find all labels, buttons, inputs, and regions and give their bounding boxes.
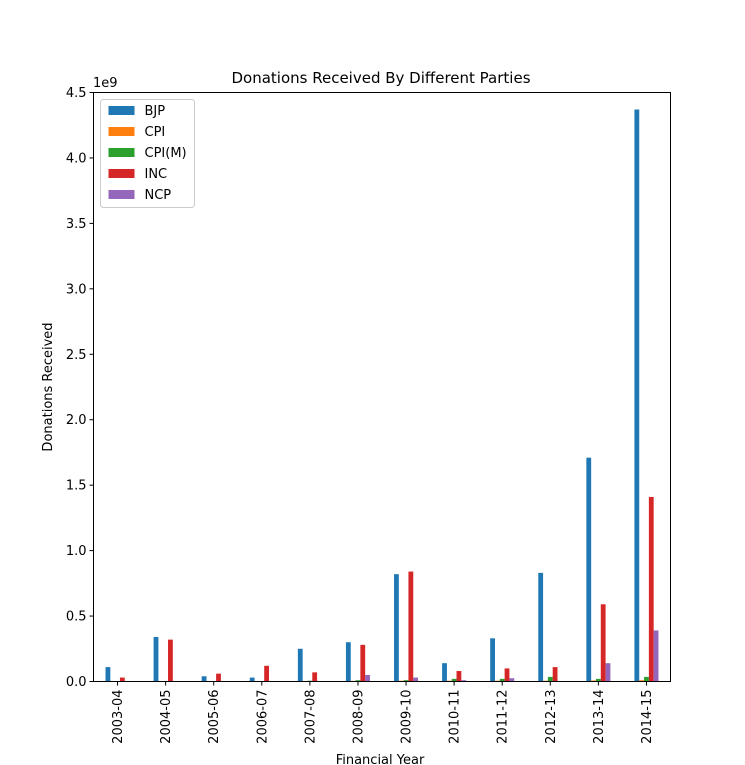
chart-title: Donations Received By Different Parties xyxy=(231,69,530,87)
bar-bjp-2014-15 xyxy=(634,109,640,682)
bar-ncp-2008-09 xyxy=(365,674,370,682)
bar-ncp-2013-14 xyxy=(605,663,611,682)
bar-inc-2005-06 xyxy=(216,673,221,682)
bar-bjp-2007-08 xyxy=(297,648,303,682)
bar-inc-2004-05 xyxy=(168,639,173,682)
x-tick-label: 2014-15 xyxy=(640,690,655,744)
legend-label: BJP xyxy=(145,104,166,119)
y-tick-label: 1.0 xyxy=(66,544,87,559)
y-tick-label: 3.0 xyxy=(66,282,87,297)
bar-bjp-2005-06 xyxy=(201,676,207,682)
x-tick-label: 2011-12 xyxy=(496,690,511,744)
y-axis: 0.0 0.5 1.0 1.5 2.0 2.5 3.0 3.5 4.0 4.5 xyxy=(66,86,94,690)
x-axis-title: Financial Year xyxy=(336,753,425,765)
bar-cpim-2012-13 xyxy=(547,676,553,682)
bar-bjp-2012-13 xyxy=(538,572,544,682)
x-tick-label: 2009-10 xyxy=(400,690,415,744)
bar-cpim-2009-10 xyxy=(403,680,409,682)
bar-inc-2006-07 xyxy=(264,665,270,682)
bar-cpim-2013-14 xyxy=(595,678,601,682)
legend-swatch xyxy=(108,106,135,115)
x-axis: 2003-04 2004-05 2005-06 2006-07 2007-08 2008-… xyxy=(111,681,655,744)
bar-cpi-2013-14 xyxy=(591,680,596,682)
bar-bjp-2008-09 xyxy=(345,642,351,682)
legend: BJP CPI CPI(M) INC NCP xyxy=(100,99,195,208)
plot-area-frame xyxy=(93,92,671,682)
bar-inc-2009-10 xyxy=(408,571,414,682)
bar-inc-2010-11 xyxy=(456,671,462,682)
bar-bjp-2010-11 xyxy=(442,663,447,682)
x-tick-label: 2013-14 xyxy=(592,690,607,744)
x-tick-label: 2012-13 xyxy=(544,690,559,744)
bar-bjp-2009-10 xyxy=(394,574,399,682)
bar-inc-2014-15 xyxy=(648,496,654,682)
x-tick-label: 2005-06 xyxy=(207,690,222,744)
bar-ncp-2009-10 xyxy=(413,677,419,682)
x-tick-label: 2006-07 xyxy=(255,690,270,744)
legend-swatch xyxy=(108,127,135,136)
y-tick-label: 2.0 xyxy=(66,413,87,428)
y-tick-label: 4.5 xyxy=(66,86,87,101)
bar-ncp-2011-12 xyxy=(509,678,515,682)
bar-bjp-2013-14 xyxy=(586,457,592,682)
bar-ncp-2010-11 xyxy=(461,680,467,682)
y-tick-label: 0.0 xyxy=(66,675,87,690)
bar-cpim-2010-11 xyxy=(451,678,457,682)
bar-bjp-2003-04 xyxy=(105,667,111,682)
y-axis-title: Donations Received xyxy=(41,322,56,451)
x-tick-label: 2007-08 xyxy=(303,690,318,744)
x-tick-label: 2010-11 xyxy=(448,690,463,744)
y-tick-label: 4.0 xyxy=(66,151,87,166)
bar-inc-2007-08 xyxy=(312,672,318,682)
bar-inc-2013-14 xyxy=(600,604,606,682)
bar-bjp-2004-05 xyxy=(153,636,159,682)
bar-ncp-2014-15 xyxy=(653,630,659,682)
x-tick-label: 2004-05 xyxy=(159,690,174,744)
y-tick-label: 2.5 xyxy=(66,348,87,363)
y-tick-label: 1.5 xyxy=(66,479,87,494)
y-tick-label: 3.5 xyxy=(66,217,87,232)
legend-swatch xyxy=(108,190,135,199)
bar-inc-2011-12 xyxy=(504,668,510,682)
bar-inc-2008-09 xyxy=(360,644,366,682)
bar-cpim-2014-15 xyxy=(644,676,649,682)
legend-swatch xyxy=(108,148,135,157)
bar-bjp-2006-07 xyxy=(249,677,255,682)
legend-label: CPI(M) xyxy=(145,146,187,161)
y-tick-label: 0.5 xyxy=(66,610,87,625)
bar-cpim-2011-12 xyxy=(499,678,505,682)
bar-inc-2003-04 xyxy=(119,677,125,682)
legend-label: NCP xyxy=(145,188,172,203)
bar-inc-2012-13 xyxy=(552,667,558,682)
legend-label: CPI xyxy=(145,125,166,140)
bar-cpim-2008-09 xyxy=(355,680,361,682)
bars-group xyxy=(105,109,659,682)
legend-box xyxy=(100,99,195,208)
y-axis-offset-label: 1e9 xyxy=(93,76,118,91)
bar-bjp-2011-12 xyxy=(490,638,495,682)
legend-swatch xyxy=(108,169,135,178)
bar-cpi-2014-15 xyxy=(639,680,645,682)
x-tick-label: 2008-09 xyxy=(351,690,366,744)
x-tick-label: 2003-04 xyxy=(111,690,126,744)
legend-label: INC xyxy=(145,167,168,182)
